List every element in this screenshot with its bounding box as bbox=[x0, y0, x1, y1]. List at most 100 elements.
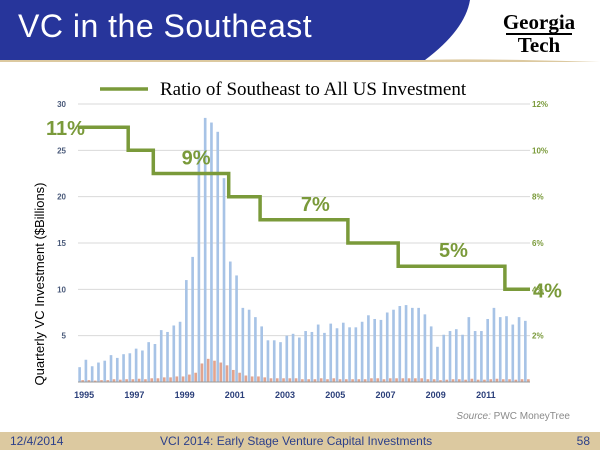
header-background bbox=[0, 0, 600, 62]
bar-all-us bbox=[84, 359, 88, 382]
ratio-label: 9% bbox=[182, 148, 211, 170]
bar-southeast bbox=[376, 378, 380, 382]
bar-all-us bbox=[159, 330, 163, 382]
bar-southeast bbox=[464, 379, 467, 382]
bar-all-us bbox=[442, 334, 446, 382]
logo-rule bbox=[506, 33, 572, 35]
bar-all-us bbox=[291, 333, 295, 382]
bar-southeast bbox=[106, 380, 110, 382]
bar-southeast bbox=[432, 379, 436, 382]
bar-southeast bbox=[275, 378, 279, 382]
ratio-label: 5% bbox=[439, 240, 468, 262]
bar-all-us bbox=[279, 342, 282, 382]
bar-all-us bbox=[203, 117, 207, 383]
bar-southeast bbox=[489, 379, 493, 382]
bar-southeast bbox=[370, 378, 373, 382]
logo-line-1: Georgia bbox=[502, 10, 576, 34]
bar-southeast bbox=[263, 377, 267, 382]
bar-southeast bbox=[294, 378, 298, 382]
bar-all-us bbox=[367, 315, 370, 382]
source-label: Source: bbox=[456, 411, 491, 422]
bar-southeast bbox=[269, 378, 273, 382]
bar-all-us bbox=[172, 325, 176, 382]
bar-southeast bbox=[93, 380, 97, 382]
bar-southeast bbox=[476, 379, 480, 382]
bar-southeast bbox=[250, 376, 254, 382]
bar-all-us bbox=[197, 150, 201, 382]
bar-all-us bbox=[461, 334, 464, 382]
bar-southeast bbox=[495, 378, 499, 382]
bar-southeast bbox=[451, 379, 455, 382]
bar-all-us bbox=[298, 337, 301, 382]
bar-southeast bbox=[357, 379, 361, 382]
bar-all-us bbox=[103, 360, 107, 382]
y-axis-label: Quarterly VC Investment ($Billions) bbox=[32, 182, 47, 385]
bar-southeast bbox=[332, 378, 336, 382]
bar-all-us bbox=[411, 307, 414, 382]
bar-all-us bbox=[486, 318, 489, 382]
bar-southeast bbox=[200, 363, 204, 382]
bar-all-us bbox=[304, 331, 307, 382]
y-tick-label: 20 bbox=[57, 193, 66, 202]
bar-all-us bbox=[247, 309, 251, 382]
bar-all-us bbox=[210, 122, 213, 383]
bar-all-us bbox=[141, 350, 144, 382]
y2-tick-label: 2% bbox=[532, 332, 544, 341]
bar-all-us bbox=[222, 178, 226, 382]
bar-southeast bbox=[301, 379, 304, 382]
bar-all-us bbox=[429, 326, 433, 382]
y-tick-label: 10 bbox=[57, 285, 66, 294]
bar-southeast bbox=[175, 376, 179, 382]
bar-all-us bbox=[122, 354, 125, 382]
bar-southeast bbox=[307, 379, 310, 382]
bar-all-us bbox=[272, 340, 276, 382]
x-axis-ticks: 1995 1997 1999 2001 2003 2005 2007 2009 2011 bbox=[74, 390, 496, 400]
bar-all-us bbox=[254, 317, 257, 382]
y-tick-label: 25 bbox=[57, 146, 66, 155]
bar-all-us bbox=[511, 324, 515, 382]
bar-southeast bbox=[213, 360, 216, 382]
bar-all-us bbox=[467, 317, 471, 382]
bar-all-us bbox=[90, 366, 94, 382]
ratio-label: 11% bbox=[46, 118, 85, 140]
bar-all-us bbox=[191, 256, 194, 382]
bar-all-us bbox=[216, 131, 220, 382]
bar-all-us bbox=[379, 319, 383, 382]
bar-southeast bbox=[401, 378, 405, 382]
bar-all-us bbox=[360, 321, 364, 382]
bar-southeast bbox=[458, 379, 461, 382]
bar-southeast bbox=[483, 379, 486, 382]
bar-all-us bbox=[260, 326, 263, 382]
bar-southeast bbox=[388, 378, 392, 382]
y-axis-right-ticks: 2% 4% 6% 8% 10% 12% bbox=[532, 100, 548, 341]
bars-all-us bbox=[78, 117, 527, 383]
bar-southeast bbox=[137, 378, 141, 382]
slide-header: VC in the Southeast Georgia Tech bbox=[0, 0, 600, 62]
georgia-tech-logo: Georgia Tech bbox=[498, 10, 580, 56]
bar-southeast bbox=[150, 378, 154, 382]
bar-all-us bbox=[178, 321, 182, 382]
bar-all-us bbox=[228, 261, 232, 382]
bar-all-us bbox=[404, 305, 408, 382]
bar-southeast bbox=[351, 379, 354, 382]
bar-all-us bbox=[285, 335, 289, 382]
bar-southeast bbox=[219, 362, 223, 382]
bar-all-us bbox=[323, 332, 326, 382]
bar-southeast bbox=[87, 380, 91, 382]
bar-southeast bbox=[338, 379, 342, 382]
x-tick-label: 1995 bbox=[74, 390, 94, 400]
bar-southeast bbox=[288, 378, 292, 382]
bar-all-us bbox=[185, 280, 188, 382]
bar-all-us bbox=[241, 307, 245, 382]
bar-southeast bbox=[514, 379, 518, 382]
bar-southeast bbox=[112, 379, 116, 382]
ratio-label: 4% bbox=[533, 280, 562, 302]
bar-all-us bbox=[316, 324, 320, 382]
bar-all-us bbox=[385, 312, 389, 382]
y2-tick-label: 10% bbox=[532, 146, 548, 155]
bar-southeast bbox=[520, 379, 524, 382]
legend-label: Ratio of Southeast to All US Investment bbox=[160, 79, 467, 100]
bar-southeast bbox=[188, 374, 191, 382]
y2-tick-label: 12% bbox=[532, 100, 548, 109]
bar-all-us bbox=[392, 309, 395, 382]
